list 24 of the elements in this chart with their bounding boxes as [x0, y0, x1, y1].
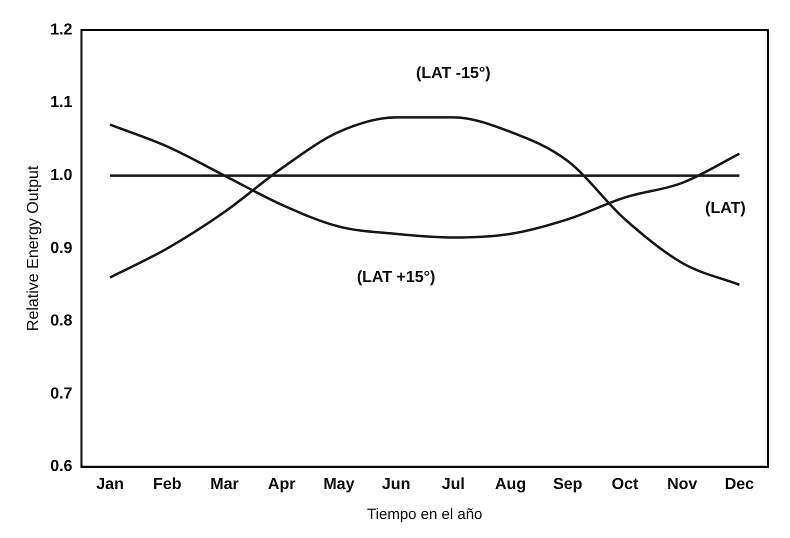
- y-tick-label: 0.6: [50, 458, 73, 476]
- text: (LAT -15°): [416, 65, 491, 82]
- x-tick-label: Aug: [494, 476, 526, 493]
- x-tick-label: Dec: [724, 476, 754, 493]
- series-label: (LAT +15°): [356, 268, 436, 286]
- x-tick-label: Oct: [612, 476, 639, 493]
- series-label: (LAT): [705, 200, 746, 217]
- x-tick-label: Jun: [382, 476, 410, 493]
- x-tick-label: Feb: [153, 476, 182, 493]
- x-tick-label: Nov: [667, 476, 698, 493]
- x-axis-title: Tiempo en el año: [367, 506, 482, 524]
- y-tick-label: 0.9: [50, 240, 73, 257]
- y-tick-label: 0.7: [50, 385, 73, 402]
- x-tick-label: Mar: [210, 476, 239, 493]
- y-tick-label: 0.8: [50, 312, 73, 330]
- y-axis-title: Relative Energy Output: [25, 165, 42, 332]
- x-tick-label: May: [323, 476, 355, 493]
- x-tick-label: Apr: [268, 476, 296, 493]
- y-tick-label: 1.0: [50, 167, 73, 184]
- x-tick-label: Jan: [96, 476, 124, 493]
- y-tick-label: 1.1: [50, 94, 73, 112]
- y-tick-label: 1.2: [50, 21, 73, 38]
- x-tick-label: Sep: [553, 476, 583, 493]
- x-tick-label: Jul: [442, 476, 465, 493]
